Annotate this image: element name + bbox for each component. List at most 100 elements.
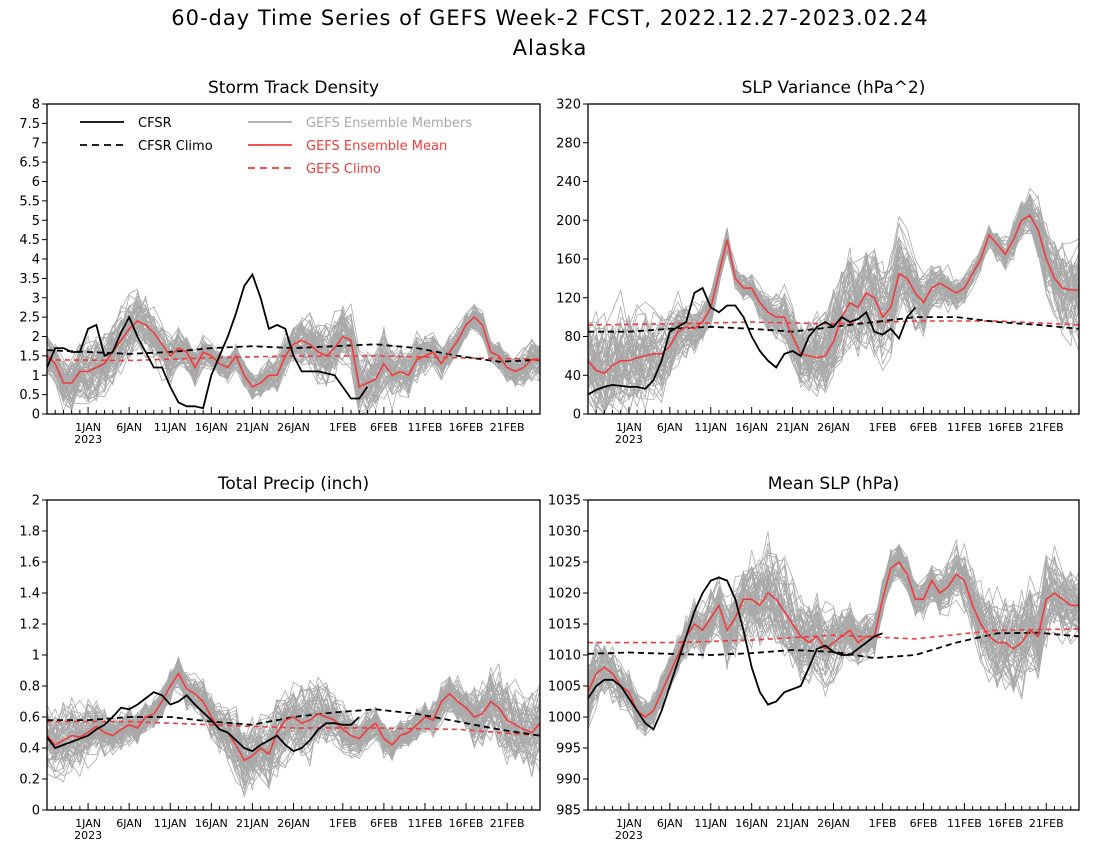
y-tick-label: 990 bbox=[556, 773, 581, 788]
y-tick-label: 1 bbox=[32, 649, 40, 664]
ensemble-member-line bbox=[588, 552, 1079, 726]
x-tick-label: 11JAN bbox=[154, 421, 187, 434]
series-cfsr bbox=[588, 286, 916, 396]
y-tick-label: 0 bbox=[32, 408, 40, 423]
x-tick-label: 1FEB bbox=[329, 817, 357, 830]
ensemble-member-line bbox=[47, 660, 540, 774]
y-tick-label: 5.5 bbox=[19, 194, 40, 209]
series-cfsr-climo bbox=[47, 708, 540, 737]
x-tick-label: 26JAN bbox=[277, 421, 310, 434]
y-tick-label: 3 bbox=[32, 291, 40, 306]
y-tick-label: 985 bbox=[556, 804, 581, 819]
ensemble-member-line bbox=[47, 304, 540, 414]
chart-panel-2: SLP Variance (hPa^2) 0 40 80 120 160 200 240 280… bbox=[556, 78, 1080, 446]
legend-label: CFSR bbox=[138, 116, 172, 131]
x-tick-label: 21FEB bbox=[490, 421, 525, 434]
x-tick-label: 21JAN bbox=[236, 421, 269, 434]
y-tick-label: 1035 bbox=[548, 494, 581, 509]
x-tick-label: 6FEB bbox=[910, 421, 938, 434]
x-tick-label: 21FEB bbox=[1029, 817, 1064, 830]
legend-label: GEFS Ensemble Members bbox=[306, 116, 472, 131]
panel-title: Mean SLP (hPa) bbox=[768, 474, 900, 494]
y-tick-label: 1.6 bbox=[19, 556, 40, 571]
x-tick-label: 21JAN bbox=[776, 421, 809, 434]
ensemble-member-line bbox=[47, 677, 540, 767]
x-tick-label: 1FEB bbox=[869, 817, 897, 830]
figure-subtitle: Alaska bbox=[512, 36, 588, 60]
ensemble-member-line bbox=[588, 219, 1079, 399]
y-tick-label: 0.8 bbox=[19, 680, 40, 695]
x-tick-label: 6FEB bbox=[370, 817, 398, 830]
chart-legend: CFSR CFSR Climo GEFS Ensemble Members GEFS … bbox=[80, 116, 472, 177]
y-tick-label: 6 bbox=[32, 175, 40, 190]
ensemble-member-line bbox=[588, 202, 1079, 386]
ensemble-member-line bbox=[588, 207, 1079, 410]
x-tick-label: 11FEB bbox=[408, 421, 443, 434]
y-tick-label: 2.5 bbox=[19, 311, 40, 326]
y-tick-label: 120 bbox=[556, 291, 581, 306]
ensemble-member-line bbox=[588, 228, 1079, 383]
y-tick-label: 1030 bbox=[548, 525, 581, 540]
panel-title: Total Precip (inch) bbox=[217, 474, 369, 494]
y-tick-label: 1015 bbox=[548, 618, 581, 633]
x-tick-label: 16FEB bbox=[988, 421, 1023, 434]
x-tick-label: 21FEB bbox=[490, 817, 525, 830]
y-tick-label: 0 bbox=[573, 408, 581, 423]
y-tick-label: 7 bbox=[32, 136, 40, 151]
ensemble-member-line bbox=[47, 315, 540, 402]
y-tick-label: 1.5 bbox=[19, 349, 40, 364]
y-tick-label: 995 bbox=[556, 742, 581, 757]
y-tick-label: 1000 bbox=[548, 711, 581, 726]
y-tick-label: 2 bbox=[32, 494, 40, 509]
series-cfsr bbox=[47, 691, 360, 753]
legend-label: GEFS Climo bbox=[306, 162, 381, 177]
series-gefs-climo bbox=[588, 628, 1079, 644]
chart-panel-1: Storm Track Density 0 0.5 1 1.5 2 2.5 3 3.5 4 4.5 5… bbox=[19, 78, 541, 446]
x-tick-label: 11JAN bbox=[694, 817, 727, 830]
panel-title: SLP Variance (hPa^2) bbox=[742, 78, 926, 98]
x-tick-label: 16JAN bbox=[195, 421, 228, 434]
x-tick-label: 21JAN bbox=[236, 817, 269, 830]
plot-area bbox=[588, 187, 1079, 414]
y-tick-label: 0.2 bbox=[19, 773, 40, 788]
y-tick-label: 1025 bbox=[548, 556, 581, 571]
y-tick-label: 1005 bbox=[548, 680, 581, 695]
y-tick-label: 7.5 bbox=[19, 117, 40, 132]
ensemble-member-line bbox=[588, 223, 1079, 405]
x-tick-label: 16FEB bbox=[449, 421, 484, 434]
plot-area bbox=[588, 531, 1079, 737]
y-tick-label: 1010 bbox=[548, 649, 581, 664]
ensemble-member-line bbox=[47, 311, 540, 399]
ensemble-member-line bbox=[588, 206, 1079, 377]
series-gefs-climo bbox=[588, 320, 1079, 326]
x-year-label: 2023 bbox=[74, 433, 102, 446]
series-cfsr-climo bbox=[588, 316, 1079, 333]
ensemble-member-line bbox=[47, 663, 540, 772]
x-tick-label: 6FEB bbox=[910, 817, 938, 830]
x-tick-label: 6JAN bbox=[116, 421, 142, 434]
y-tick-label: 6.5 bbox=[19, 156, 40, 171]
ensemble-member-line bbox=[588, 564, 1079, 720]
ensemble-member-line bbox=[588, 557, 1079, 721]
y-tick-label: 1 bbox=[32, 369, 40, 384]
ensemble-member-line bbox=[588, 562, 1079, 722]
x-tick-label: 6JAN bbox=[116, 817, 142, 830]
x-tick-label: 1JAN bbox=[75, 421, 101, 434]
y-tick-label: 1.4 bbox=[19, 587, 40, 602]
series-cfsr-climo bbox=[47, 343, 540, 363]
x-tick-label: 1JAN bbox=[616, 817, 642, 830]
x-tick-label: 26JAN bbox=[817, 421, 850, 434]
y-tick-label: 40 bbox=[564, 369, 581, 384]
ensemble-member-line bbox=[47, 305, 540, 402]
x-tick-label: 1FEB bbox=[869, 421, 897, 434]
x-tick-label: 26JAN bbox=[817, 817, 850, 830]
ensemble-member-line bbox=[47, 661, 540, 764]
series-cfsr bbox=[588, 576, 883, 731]
y-tick-label: 4 bbox=[32, 253, 40, 268]
ensemble-member-line bbox=[47, 291, 540, 398]
y-tick-label: 0.6 bbox=[19, 711, 40, 726]
x-tick-label: 16JAN bbox=[735, 421, 768, 434]
legend-label: CFSR Climo bbox=[138, 139, 213, 154]
legend-label: GEFS Ensemble Mean bbox=[306, 139, 447, 154]
